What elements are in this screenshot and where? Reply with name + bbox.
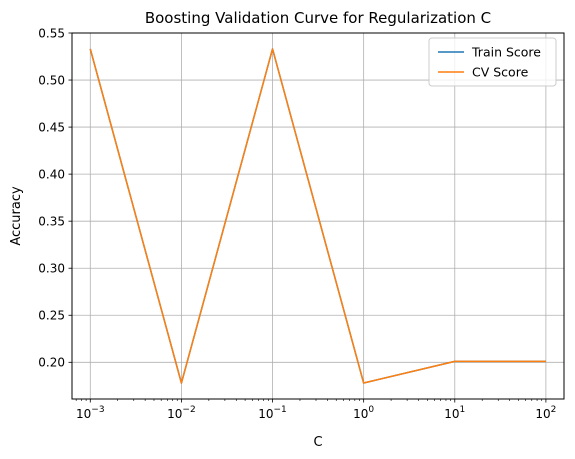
series-lines bbox=[89, 48, 546, 384]
legend-box bbox=[428, 37, 557, 87]
x-tick-label: 10−2 bbox=[167, 405, 196, 421]
axis-ticks: 0.20 0.25 0.30 0.35 0.40 0.45 0.50 0.55 10−3 10−2… bbox=[38, 26, 556, 421]
legend-label: Train Score bbox=[471, 45, 541, 60]
legend: Train Score CV Score bbox=[428, 37, 557, 87]
y-tick-label: 0.30 bbox=[38, 262, 65, 276]
x-axis-label: C bbox=[313, 435, 322, 450]
y-tick-label: 0.25 bbox=[38, 309, 65, 323]
y-tick-label: 0.35 bbox=[38, 214, 65, 228]
y-tick-label: 0.50 bbox=[38, 73, 65, 87]
plot-frame bbox=[71, 32, 565, 400]
y-tick-label: 0.45 bbox=[38, 120, 65, 134]
x-tick-label: 102 bbox=[535, 405, 556, 421]
y-tick-label: 0.40 bbox=[38, 167, 65, 181]
chart-title: Boosting Validation Curve for Regulariza… bbox=[145, 9, 491, 27]
y-axis-label: Accuracy bbox=[9, 186, 24, 246]
series-line-1 bbox=[89, 48, 546, 384]
x-tick-label: 10−3 bbox=[76, 405, 105, 421]
legend-label: CV Score bbox=[472, 65, 529, 80]
x-tick-label: 100 bbox=[353, 405, 374, 421]
x-tick-label: 101 bbox=[444, 405, 465, 421]
y-tick-label: 0.20 bbox=[38, 356, 65, 370]
x-tick-label: 10−1 bbox=[258, 405, 287, 421]
y-tick-label: 0.55 bbox=[38, 26, 65, 40]
